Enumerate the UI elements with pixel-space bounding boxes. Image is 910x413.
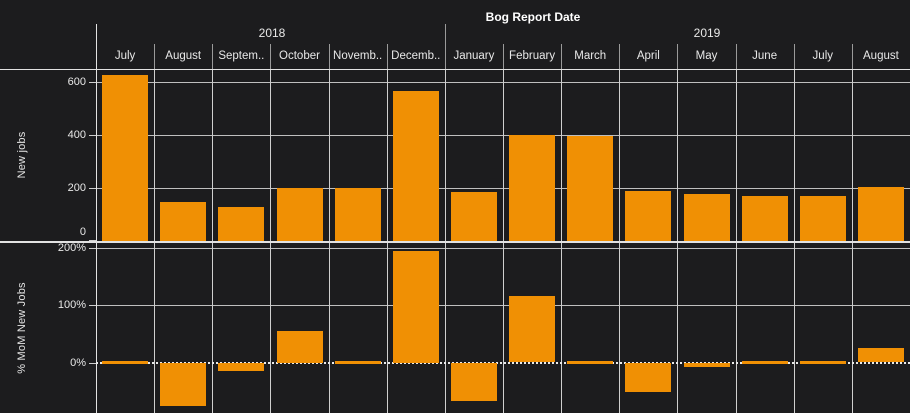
bar-new-jobs-2019-july[interactable] xyxy=(799,196,846,242)
bar-new-jobs-2019-january[interactable] xyxy=(450,192,497,242)
y-tick-label-200: 200 xyxy=(67,182,86,195)
bar-new-jobs-2019-april[interactable] xyxy=(625,191,672,242)
column-divider xyxy=(619,44,621,69)
bar-new-jobs-2018-july[interactable] xyxy=(102,75,149,242)
bar-pct-mom-2018-october[interactable] xyxy=(276,331,323,363)
column-divider xyxy=(154,44,156,69)
y-tick-mark xyxy=(89,135,96,137)
month-header-april-9[interactable]: April xyxy=(636,50,660,62)
column-divider xyxy=(212,44,214,69)
bar-pct-mom-2018-july[interactable] xyxy=(102,361,149,364)
month-header-january-6[interactable]: January xyxy=(453,50,495,62)
month-header-septem--2[interactable]: Septem.. xyxy=(218,50,265,62)
y-tick-mark xyxy=(89,362,96,364)
bar-pct-mom-2018-september[interactable] xyxy=(218,362,265,372)
bar-new-jobs-2018-august[interactable] xyxy=(160,201,207,242)
month-header-october-3[interactable]: October xyxy=(279,50,320,62)
y-tick-label-0: 0 xyxy=(79,226,86,238)
y-tick-mark xyxy=(89,188,96,190)
month-header-novemb--4[interactable]: Novemb.. xyxy=(333,50,383,62)
month-header-august-1[interactable]: August xyxy=(165,50,202,62)
bar-new-jobs-2019-august[interactable] xyxy=(857,187,904,242)
bar-pct-mom-2018-december[interactable] xyxy=(392,251,439,363)
y-axis-title-new-jobs: New jobs xyxy=(16,131,28,179)
bar-pct-mom-2019-january[interactable] xyxy=(450,362,497,401)
y-tick-label-0%: 0% xyxy=(70,356,86,369)
y-tick-label-200%: 200% xyxy=(57,242,86,255)
month-header-july-0[interactable]: July xyxy=(114,50,136,62)
column-divider xyxy=(851,44,853,69)
bar-new-jobs-2018-october[interactable] xyxy=(276,188,323,242)
month-header-february-7[interactable]: February xyxy=(509,50,556,62)
month-header-august-13[interactable]: August xyxy=(863,50,899,62)
month-header-may-10[interactable]: May xyxy=(695,50,718,62)
bar-pct-mom-2019-july[interactable] xyxy=(799,361,846,364)
bar-new-jobs-2019-june[interactable] xyxy=(741,195,788,242)
y-tick-label-100%: 100% xyxy=(57,299,86,312)
column-divider xyxy=(270,44,272,69)
bar-pct-mom-2018-august[interactable] xyxy=(160,362,207,406)
column-divider xyxy=(328,44,330,69)
bar-pct-mom-2019-march[interactable] xyxy=(567,361,614,364)
column-divider xyxy=(386,44,388,69)
bar-new-jobs-2018-december[interactable] xyxy=(392,91,439,242)
y-tick-label-600: 600 xyxy=(67,75,86,88)
bar-new-jobs-2019-may[interactable] xyxy=(683,194,730,242)
y-tick-mark xyxy=(89,81,96,83)
bar-pct-mom-2019-august[interactable] xyxy=(857,348,904,363)
bar-pct-mom-2019-june[interactable] xyxy=(741,361,788,364)
column-divider xyxy=(677,44,679,69)
bar-pct-mom-2019-february[interactable] xyxy=(509,296,556,363)
year-divider xyxy=(444,24,446,69)
bar-new-jobs-2019-february[interactable] xyxy=(509,135,556,242)
zero-line-dotted xyxy=(96,361,910,364)
bar-pct-mom-2018-november[interactable] xyxy=(334,361,381,364)
column-divider xyxy=(793,44,795,69)
year-header-2018[interactable]: 2018 xyxy=(258,26,286,40)
y-tick-mark xyxy=(89,248,96,250)
bar-new-jobs-2018-september[interactable] xyxy=(218,206,265,242)
y-tick-label-400: 400 xyxy=(67,129,86,142)
month-header-march-8[interactable]: March xyxy=(574,50,607,62)
column-divider xyxy=(503,44,504,69)
y-axis-line xyxy=(96,24,97,413)
column-divider xyxy=(561,44,563,69)
month-header-july-12[interactable]: July xyxy=(812,50,833,62)
y-axis-title-pct-mom: % MoM New Jobs xyxy=(16,282,28,374)
bar-new-jobs-2019-march[interactable] xyxy=(567,136,614,242)
pane-top-border xyxy=(0,69,910,70)
bar-pct-mom-2019-may[interactable] xyxy=(683,362,730,368)
column-divider xyxy=(735,44,737,69)
pane-separator xyxy=(0,240,910,243)
month-header-june-11[interactable]: June xyxy=(752,50,778,62)
bar-new-jobs-2018-november[interactable] xyxy=(334,188,381,242)
month-header-decemb--5[interactable]: Decemb.. xyxy=(391,50,441,62)
chart-title: Bog Report Date xyxy=(485,10,581,24)
y-tick-mark xyxy=(89,305,96,307)
year-header-2019[interactable]: 2019 xyxy=(693,26,721,40)
bar-pct-mom-2019-april[interactable] xyxy=(625,362,672,393)
